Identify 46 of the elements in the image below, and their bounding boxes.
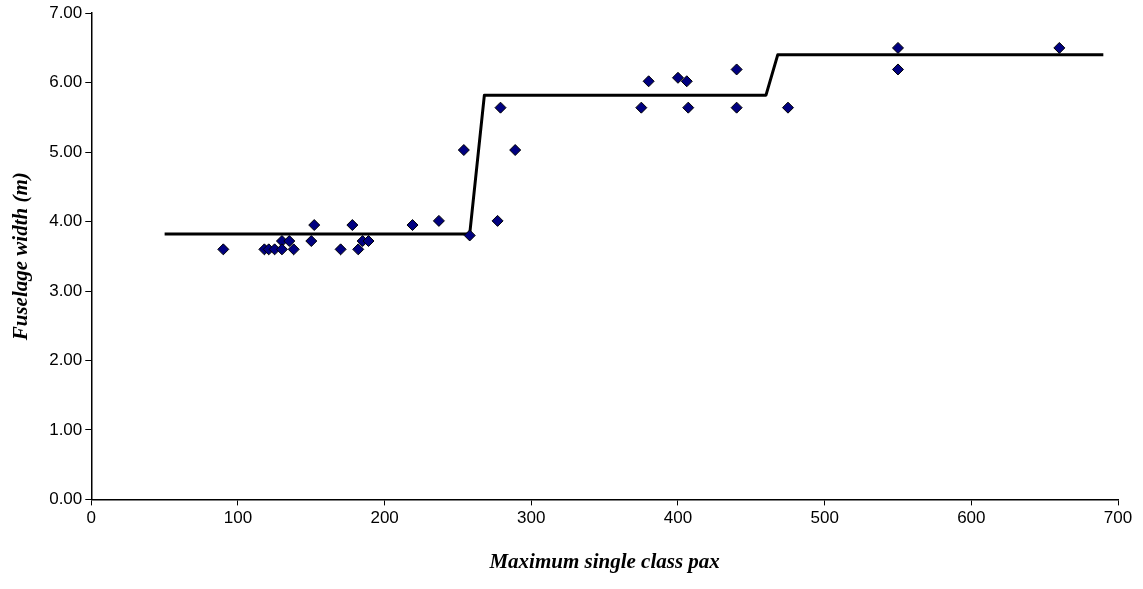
x-axis-title: Maximum single class pax <box>488 548 720 573</box>
point <box>287 243 300 256</box>
point <box>1053 41 1066 54</box>
x-tick-label: 400 <box>663 508 693 528</box>
point <box>781 101 794 114</box>
point <box>682 101 695 114</box>
point <box>671 71 684 84</box>
point <box>308 219 321 232</box>
point <box>491 214 504 227</box>
x-tick-label: 300 <box>517 508 546 528</box>
point <box>217 243 230 256</box>
point <box>275 243 288 256</box>
point <box>680 75 693 88</box>
x-tick-label: 500 <box>810 508 839 528</box>
point <box>463 229 476 242</box>
y-tick-label: 2.00 <box>49 350 83 370</box>
point <box>730 101 743 114</box>
y-tick-label: 6.00 <box>49 72 83 92</box>
point <box>334 243 347 256</box>
point <box>283 235 296 248</box>
point <box>891 63 904 76</box>
point <box>457 144 470 157</box>
point <box>494 101 507 114</box>
point <box>346 219 359 232</box>
x-tick-label: 600 <box>957 508 986 528</box>
x-tick-label: 0 <box>86 508 97 528</box>
y-tick-label: 3.00 <box>49 280 83 300</box>
point <box>406 219 419 232</box>
y-tick-label: 4.00 <box>49 211 83 231</box>
y-tick-label: 0.00 <box>49 489 83 509</box>
point <box>432 214 445 227</box>
point <box>635 101 648 114</box>
y-tick-label: 1.00 <box>49 419 83 439</box>
point <box>891 41 904 54</box>
x-tick-label: 700 <box>1103 508 1133 528</box>
x-tick-label: 200 <box>370 508 399 528</box>
y-tick-label: 5.00 <box>49 141 83 161</box>
point <box>509 144 522 157</box>
y-tick-label: 7.00 <box>49 2 83 22</box>
point <box>352 243 365 256</box>
y-axis-title: Fuselage width (m) <box>8 172 33 342</box>
point <box>730 63 743 76</box>
point <box>305 235 318 248</box>
x-tick-label: 100 <box>223 508 253 528</box>
point <box>362 235 375 248</box>
point <box>642 75 655 88</box>
